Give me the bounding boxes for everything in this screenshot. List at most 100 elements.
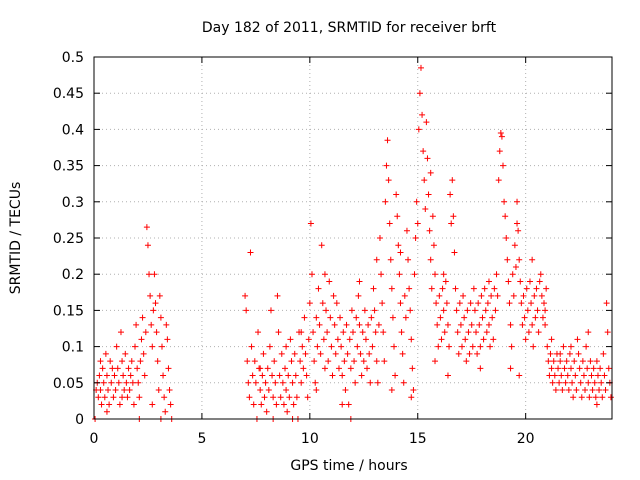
data-point-marker bbox=[318, 242, 325, 249]
data-point-marker bbox=[381, 358, 388, 365]
grid-lines bbox=[94, 57, 612, 419]
data-point-marker bbox=[290, 401, 297, 408]
data-point-marker bbox=[485, 278, 492, 285]
data-point-marker bbox=[99, 365, 106, 372]
data-point-marker bbox=[157, 314, 164, 321]
y-tick-label: 0.3 bbox=[62, 195, 84, 211]
data-point-marker bbox=[477, 365, 484, 372]
data-point-marker bbox=[535, 329, 542, 336]
data-point-marker bbox=[460, 292, 467, 299]
data-point-marker bbox=[563, 358, 570, 365]
data-point-marker bbox=[556, 379, 563, 386]
data-point-marker bbox=[359, 329, 366, 336]
data-point-marker bbox=[514, 198, 521, 205]
y-tick-label: 0.4 bbox=[62, 122, 84, 138]
data-point-marker bbox=[313, 387, 320, 394]
data-point-marker bbox=[388, 387, 395, 394]
data-point-marker bbox=[123, 379, 130, 386]
data-point-marker bbox=[154, 358, 161, 365]
data-point-marker bbox=[455, 350, 462, 357]
data-point-marker bbox=[386, 220, 393, 227]
data-point-marker bbox=[263, 408, 270, 415]
data-point-marker bbox=[576, 365, 583, 372]
data-point-marker bbox=[126, 387, 133, 394]
data-point-marker bbox=[106, 401, 113, 408]
data-point-marker bbox=[484, 300, 491, 307]
data-point-marker bbox=[155, 387, 162, 394]
data-point-marker bbox=[320, 336, 327, 343]
data-point-marker bbox=[545, 358, 552, 365]
data-point-marker bbox=[583, 343, 590, 350]
data-point-marker bbox=[441, 329, 448, 336]
data-point-marker bbox=[514, 220, 521, 227]
data-point-marker bbox=[463, 358, 470, 365]
data-point-marker bbox=[433, 300, 440, 307]
data-point-marker bbox=[510, 292, 517, 299]
data-point-marker bbox=[313, 314, 320, 321]
data-point-marker bbox=[274, 292, 281, 299]
data-point-marker bbox=[119, 358, 126, 365]
data-point-marker bbox=[529, 256, 536, 263]
data-point-marker bbox=[415, 126, 422, 133]
data-point-marker bbox=[442, 278, 449, 285]
data-point-marker bbox=[167, 401, 174, 408]
data-point-marker bbox=[454, 329, 461, 336]
data-point-marker bbox=[580, 372, 587, 379]
data-point-marker bbox=[544, 343, 551, 350]
data-point-marker bbox=[546, 372, 553, 379]
data-point-marker bbox=[108, 379, 115, 386]
data-point-marker bbox=[95, 394, 102, 401]
data-point-marker bbox=[504, 256, 511, 263]
data-point-marker bbox=[574, 336, 581, 343]
data-point-marker bbox=[516, 256, 523, 263]
data-point-marker bbox=[128, 358, 135, 365]
data-point-marker bbox=[396, 271, 403, 278]
data-point-marker bbox=[304, 394, 311, 401]
data-point-marker bbox=[490, 336, 497, 343]
data-point-marker bbox=[273, 401, 280, 408]
data-point-marker bbox=[395, 242, 402, 249]
data-point-marker bbox=[307, 220, 314, 227]
data-point-marker bbox=[408, 336, 415, 343]
y-tick-label: 0.05 bbox=[53, 376, 84, 392]
data-point-marker bbox=[602, 387, 609, 394]
data-point-marker bbox=[367, 379, 374, 386]
data-point-marker bbox=[272, 379, 279, 386]
data-point-marker bbox=[331, 321, 338, 328]
data-point-marker bbox=[135, 379, 142, 386]
data-point-marker bbox=[344, 350, 351, 357]
data-point-marker bbox=[534, 307, 541, 314]
data-point-marker bbox=[548, 336, 555, 343]
data-point-marker bbox=[596, 387, 603, 394]
data-point-marker bbox=[412, 235, 419, 241]
data-point-marker bbox=[394, 213, 401, 220]
data-point-marker bbox=[116, 401, 123, 408]
data-point-marker bbox=[417, 64, 424, 71]
data-point-marker bbox=[520, 292, 527, 299]
data-point-marker bbox=[503, 235, 510, 241]
data-point-marker bbox=[485, 321, 492, 328]
data-point-marker bbox=[557, 350, 564, 357]
y-tick-label: 0.2 bbox=[62, 267, 84, 283]
data-point-marker bbox=[392, 372, 399, 379]
data-point-marker bbox=[425, 191, 432, 198]
data-point-marker bbox=[362, 336, 369, 343]
data-point-marker bbox=[399, 350, 406, 357]
data-point-marker bbox=[558, 372, 565, 379]
data-point-marker bbox=[600, 350, 607, 357]
data-point-marker bbox=[97, 358, 104, 365]
data-point-marker bbox=[136, 394, 143, 401]
data-point-marker bbox=[569, 379, 576, 386]
data-point-marker bbox=[601, 372, 608, 379]
data-point-marker bbox=[419, 111, 426, 118]
data-point-marker bbox=[557, 358, 564, 365]
data-point-marker bbox=[271, 358, 278, 365]
data-point-marker bbox=[391, 343, 398, 350]
data-point-marker bbox=[382, 198, 389, 205]
data-point-marker bbox=[605, 365, 612, 372]
data-point-marker bbox=[373, 256, 380, 263]
data-point-marker bbox=[509, 271, 516, 278]
data-point-marker bbox=[289, 379, 296, 386]
data-point-marker bbox=[117, 329, 124, 336]
data-point-marker bbox=[360, 358, 367, 365]
